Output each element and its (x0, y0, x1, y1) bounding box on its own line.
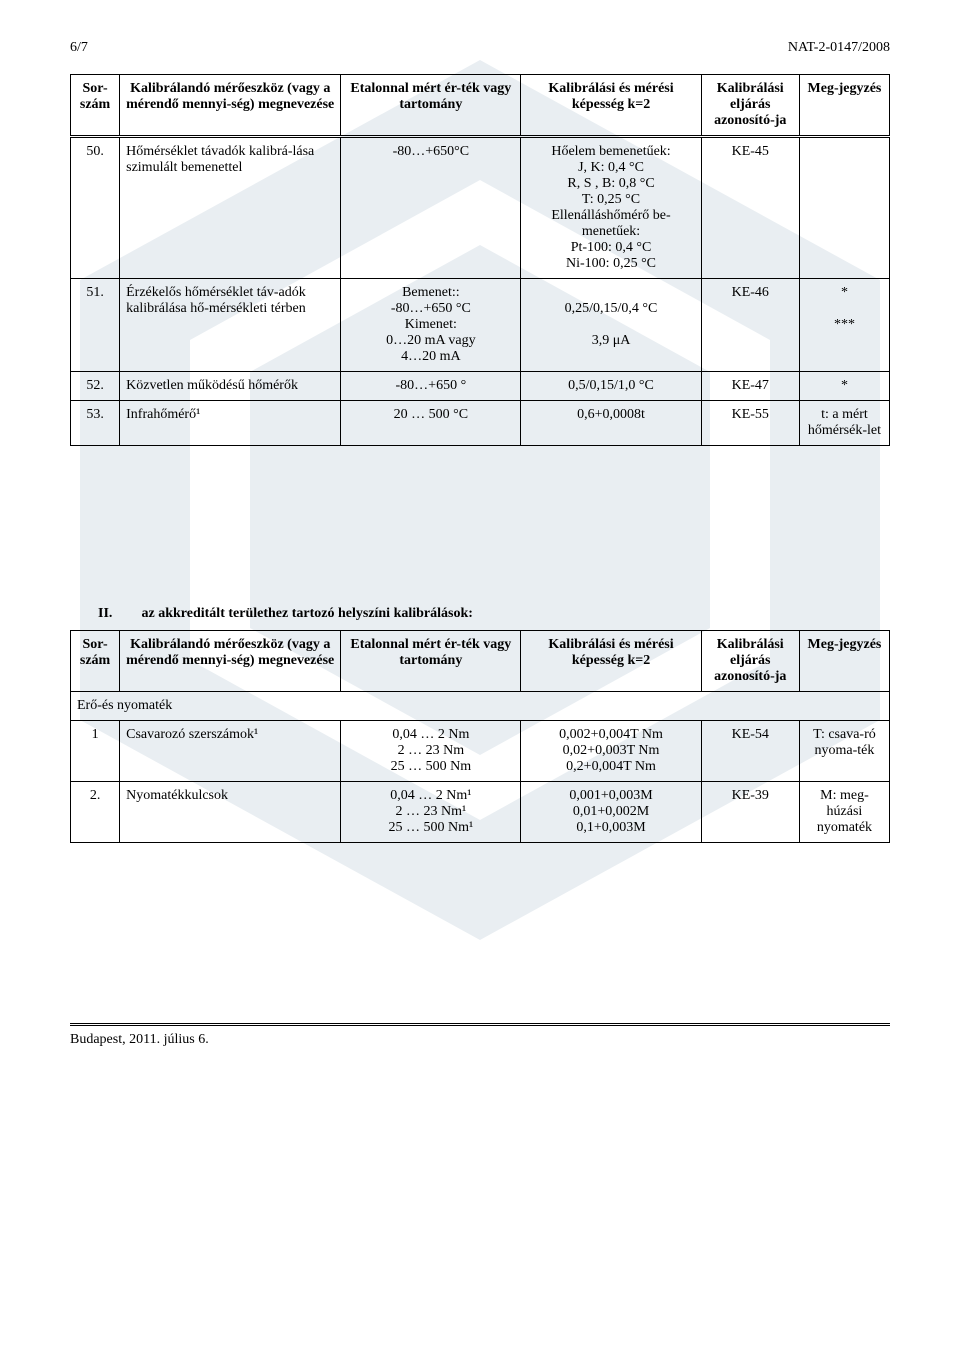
table-row: 2.Nyomatékkulcsok0,04 … 2 Nm¹2 … 23 Nm¹2… (71, 782, 890, 843)
vertical-spacer (70, 446, 890, 566)
table-row: 53.Infrahőmérő¹20 … 500 °C0,6+0,0008tKE-… (71, 401, 890, 446)
section-2-title: II. az akkreditált területhez tartozó he… (98, 606, 890, 622)
col-note: Meg-jegyzés (799, 631, 889, 692)
footer-divider (70, 1023, 890, 1026)
table-cell: **** (799, 279, 889, 372)
col-range: Etalonnal mért ér-ték vagy tartomány (341, 75, 521, 137)
page-content: 6/7 NAT-2-0147/2008 Sor-szám Kalibráland… (0, 0, 960, 1358)
col-no: Sor-szám (71, 75, 120, 137)
category-row: Erő-és nyomaték (71, 692, 890, 721)
doc-number: NAT-2-0147/2008 (788, 40, 890, 56)
section-text: az akkreditált területhez tartozó helysz… (142, 606, 473, 621)
table-cell: 0,6+0,0008t (521, 401, 701, 446)
table-cell: T: csava-ró nyoma-ték (799, 721, 889, 782)
footer-text: Budapest, 2011. július 6. (70, 1032, 890, 1048)
table-row: 1Csavarozó szerszámok¹0,04 … 2 Nm2 … 23 … (71, 721, 890, 782)
table-header-row: Sor-szám Kalibrálandó mérőeszköz (vagy a… (71, 631, 890, 692)
section-roman: II. (98, 606, 138, 622)
table-row: 51.Érzékelős hőmérséklet táv-adók kalibr… (71, 279, 890, 372)
col-capability: Kalibrálási és mérési képesség k=2 (521, 75, 701, 137)
table-cell: 0,001+0,003M0,01+0,002M0,1+0,003M (521, 782, 701, 843)
table-cell: KE-46 (701, 279, 799, 372)
table-cell: KE-45 (701, 137, 799, 279)
col-no: Sor-szám (71, 631, 120, 692)
table-cell: Érzékelős hőmérséklet táv-adók kalibrálá… (120, 279, 341, 372)
calibration-table-2: Sor-szám Kalibrálandó mérőeszköz (vagy a… (70, 630, 890, 843)
table-cell: 0,04 … 2 Nm¹2 … 23 Nm¹25 … 500 Nm¹ (341, 782, 521, 843)
col-note: Meg-jegyzés (799, 75, 889, 137)
table-cell: t: a mért hőmérsék-let (799, 401, 889, 446)
table-cell: Csavarozó szerszámok¹ (120, 721, 341, 782)
table-cell (799, 137, 889, 279)
table-cell: Bemenet::-80…+650 °CKimenet:0…20 mA vagy… (341, 279, 521, 372)
table-row: 52.Közvetlen működésű hőmérők-80…+650 °0… (71, 372, 890, 401)
table-cell: 1 (71, 721, 120, 782)
table-cell: 0,002+0,004T Nm0,02+0,003T Nm0,2+0,004T … (521, 721, 701, 782)
page-header: 6/7 NAT-2-0147/2008 (70, 40, 890, 56)
table-cell: 2. (71, 782, 120, 843)
col-device: Kalibrálandó mérőeszköz (vagy a mérendő … (120, 631, 341, 692)
category-label: Erő-és nyomaték (71, 692, 890, 721)
table-header-row: Sor-szám Kalibrálandó mérőeszköz (vagy a… (71, 75, 890, 137)
vertical-spacer-2 (70, 843, 890, 1023)
table-cell: KE-47 (701, 372, 799, 401)
col-range: Etalonnal mért ér-ték vagy tartomány (341, 631, 521, 692)
col-capability: Kalibrálási és mérési képesség k=2 (521, 631, 701, 692)
col-id: Kalibrálási eljárás azonosító-ja (701, 631, 799, 692)
table-cell: * (799, 372, 889, 401)
table-cell: 0,5/0,15/1,0 °C (521, 372, 701, 401)
calibration-table-1: Sor-szám Kalibrálandó mérőeszköz (vagy a… (70, 74, 890, 446)
page-number: 6/7 (70, 40, 88, 56)
table-cell: Nyomatékkulcsok (120, 782, 341, 843)
table-cell: 20 … 500 °C (341, 401, 521, 446)
table-cell: Hőmérséklet távadók kalibrá-lása szimulá… (120, 137, 341, 279)
table-cell: KE-55 (701, 401, 799, 446)
table-cell: 50. (71, 137, 120, 279)
table-cell: 51. (71, 279, 120, 372)
table-cell: KE-54 (701, 721, 799, 782)
col-device: Kalibrálandó mérőeszköz (vagy a mérendő … (120, 75, 341, 137)
table-cell: 0,25/0,15/0,4 °C3,9 μA (521, 279, 701, 372)
table-cell: -80…+650 ° (341, 372, 521, 401)
table-cell: KE-39 (701, 782, 799, 843)
table-cell: M: meg-húzási nyomaték (799, 782, 889, 843)
table-cell: Hőelem bemenetűek:J, K: 0,4 °CR, S , B: … (521, 137, 701, 279)
table-cell: 0,04 … 2 Nm2 … 23 Nm25 … 500 Nm (341, 721, 521, 782)
table-cell: 53. (71, 401, 120, 446)
table-cell: Infrahőmérő¹ (120, 401, 341, 446)
table-cell: Közvetlen működésű hőmérők (120, 372, 341, 401)
col-id: Kalibrálási eljárás azonosító-ja (701, 75, 799, 137)
table-cell: 52. (71, 372, 120, 401)
table-row: 50.Hőmérséklet távadók kalibrá-lása szim… (71, 137, 890, 279)
table-cell: -80…+650°C (341, 137, 521, 279)
